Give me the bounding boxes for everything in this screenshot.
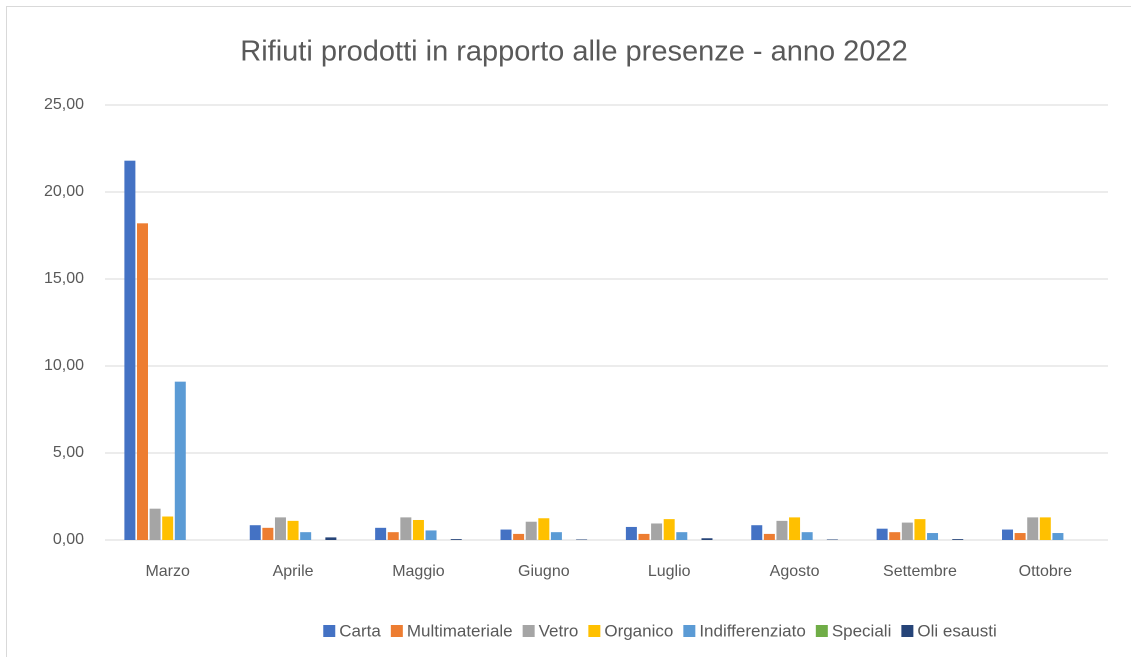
bar <box>776 520 788 540</box>
bar <box>676 532 688 540</box>
bar <box>274 517 286 540</box>
bar <box>149 508 161 540</box>
bar <box>801 532 813 540</box>
x-tick-label: Settembre <box>883 563 957 580</box>
bar <box>525 521 537 540</box>
bar <box>1002 529 1014 540</box>
bar <box>162 516 174 540</box>
bar <box>538 518 550 540</box>
legend-swatch <box>323 625 336 637</box>
bar <box>914 519 926 540</box>
bar <box>576 539 588 540</box>
x-tick-label: Agosto <box>770 563 820 580</box>
x-tick-label: Luglio <box>648 563 691 580</box>
bar <box>663 519 675 540</box>
bar <box>651 523 663 540</box>
chart-title: Rifiuti prodotti in rapporto alle presen… <box>240 36 907 68</box>
bar <box>412 519 424 540</box>
bar <box>901 522 913 540</box>
legend-swatch <box>588 625 601 637</box>
bar <box>450 539 462 540</box>
bar <box>927 533 939 540</box>
x-tick-label: Marzo <box>145 563 190 580</box>
bar <box>400 517 412 540</box>
bar <box>425 530 437 540</box>
x-tick-label: Aprile <box>273 563 314 580</box>
bar <box>889 532 901 540</box>
bar <box>1027 517 1039 540</box>
bar <box>262 527 274 540</box>
bar <box>300 532 312 540</box>
x-tick-label: Maggio <box>392 563 445 580</box>
y-tick-label: 25,00 <box>44 96 84 113</box>
bar <box>550 532 562 540</box>
bar <box>1014 533 1026 540</box>
legend-label: Speciali <box>832 621 892 640</box>
bar <box>701 538 713 540</box>
y-tick-label: 5,00 <box>53 444 84 461</box>
legend-swatch <box>522 625 535 637</box>
chart-frame <box>6 6 1131 657</box>
bar <box>625 526 637 540</box>
y-tick-label: 20,00 <box>44 183 84 200</box>
bar <box>751 525 763 540</box>
bar <box>952 539 964 540</box>
bar <box>287 520 299 540</box>
bar <box>638 533 650 540</box>
bar <box>826 539 838 540</box>
x-tick-label: Ottobre <box>1019 563 1072 580</box>
bar <box>124 160 136 540</box>
bar <box>500 529 512 540</box>
legend-swatch <box>901 625 914 637</box>
legend-label: Carta <box>339 621 381 640</box>
bar <box>763 533 775 540</box>
legend-label: Vetro <box>539 621 579 640</box>
legend-swatch <box>683 625 696 637</box>
legend-label: Oli esausti <box>917 621 996 640</box>
legend-label: Organico <box>604 621 673 640</box>
y-tick-label: 15,00 <box>44 270 84 287</box>
x-tick-label: Giugno <box>518 563 570 580</box>
bar <box>789 517 801 540</box>
bar <box>513 533 525 540</box>
y-tick-label: 0,00 <box>53 531 84 548</box>
legend-swatch <box>815 625 828 637</box>
bar <box>249 525 261 540</box>
bar <box>174 381 186 540</box>
legend-label: Multimateriale <box>407 621 513 640</box>
y-tick-label: 10,00 <box>44 357 84 374</box>
legend-swatch <box>390 625 403 637</box>
bar <box>387 532 399 540</box>
bar <box>1052 533 1064 540</box>
bar <box>136 223 148 540</box>
legend-label: Indifferenziato <box>699 621 805 640</box>
bar <box>375 527 387 540</box>
bar <box>876 528 888 540</box>
bar <box>1039 517 1051 540</box>
bar <box>325 537 337 540</box>
